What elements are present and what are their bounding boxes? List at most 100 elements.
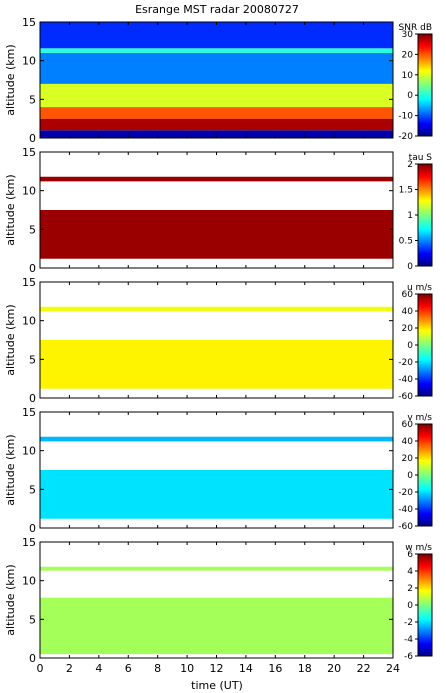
- colorbar-tick-label: -2: [404, 618, 413, 628]
- colorbar-tick-label: 2: [407, 160, 413, 170]
- colorbar-tick-label: -60: [398, 392, 413, 402]
- data-band: [40, 306, 393, 312]
- data-band: [40, 48, 393, 53]
- y-tick-label: 15: [22, 276, 36, 289]
- y-tick-label: 15: [22, 146, 36, 159]
- x-tick-label: 6: [125, 662, 132, 675]
- colorbar-tick-label: 40: [402, 437, 414, 447]
- colorbar-tick-label: 0.5: [399, 237, 413, 247]
- colorbar-tick-label: -6: [404, 652, 413, 662]
- panel-3: 0 5 10 15 altitude (km) u m/s60 40 20 0 -20 -40 -60: [4, 276, 433, 405]
- y-tick-label: 10: [22, 575, 36, 588]
- x-tick-label: 8: [154, 662, 161, 675]
- y-axis-label: altitude (km): [4, 44, 17, 115]
- y-tick-label: 0: [29, 522, 36, 535]
- figure-title: Esrange MST radar 20080727: [135, 3, 299, 16]
- data-band: [40, 176, 393, 182]
- colorbar: [417, 553, 433, 657]
- colorbar-label: tau S: [409, 153, 433, 163]
- colorbar-label: u m/s: [407, 283, 432, 293]
- data-band: [40, 22, 393, 49]
- x-tick-label: 2: [66, 662, 73, 675]
- x-tick-label: 10: [180, 662, 194, 675]
- colorbar-tick-label: -4: [404, 635, 413, 645]
- y-axis-label: altitude (km): [4, 304, 17, 375]
- colorbar-tick-label: 30: [402, 30, 414, 40]
- x-tick-label: 16: [268, 662, 282, 675]
- colorbar-tick-label: 0: [407, 262, 413, 272]
- y-tick-label: 10: [22, 445, 36, 458]
- colorbar: [417, 423, 433, 527]
- colorbar-tick-label: 0: [407, 341, 413, 351]
- y-tick-label: 15: [22, 16, 36, 29]
- data-band: [40, 130, 393, 138]
- colorbar: [417, 163, 433, 267]
- panel-4: 0 5 10 15 altitude (km) v m/s60 40 20 0 -20 -40 -60: [4, 406, 433, 535]
- x-tick-label: 12: [210, 662, 224, 675]
- data-band: [40, 470, 393, 519]
- x-tick-label: 0: [37, 662, 44, 675]
- y-tick-label: 10: [22, 315, 36, 328]
- y-axis-label: altitude (km): [4, 434, 17, 505]
- y-tick-label: 5: [29, 93, 36, 106]
- colorbar-label: SNR dB: [399, 23, 432, 33]
- x-tick-label: 22: [357, 662, 371, 675]
- colorbar-tick-label: -60: [398, 522, 413, 532]
- y-axis-label: altitude (km): [4, 174, 17, 245]
- colorbar-tick-label: 20: [402, 454, 414, 464]
- colorbar-tick-label: 20: [402, 50, 414, 60]
- colorbar-label: w m/s: [405, 543, 432, 553]
- y-tick-label: 10: [22, 55, 36, 68]
- colorbar-label: v m/s: [407, 413, 432, 423]
- colorbar: [417, 33, 433, 137]
- colorbar-tick-label: -40: [398, 505, 413, 515]
- colorbar: [417, 293, 433, 397]
- x-tick-label: 4: [95, 662, 102, 675]
- colorbar-tick-label: 0: [407, 91, 413, 101]
- colorbar-tick-label: 0: [407, 471, 413, 481]
- colorbar-tick-label: 20: [402, 324, 414, 334]
- colorbar-tick-label: 2: [407, 584, 413, 594]
- y-tick-label: 5: [29, 353, 36, 366]
- colorbar-tick-label: 60: [402, 420, 414, 430]
- colorbar-tick-label: 6: [407, 550, 413, 560]
- y-tick-label: 0: [29, 652, 36, 665]
- colorbar-tick-label: 40: [402, 307, 414, 317]
- data-band: [40, 107, 393, 119]
- data-band: [40, 436, 393, 442]
- y-tick-label: 10: [22, 185, 36, 198]
- colorbar-tick-label: -20: [398, 488, 413, 498]
- y-tick-label: 0: [29, 262, 36, 275]
- colorbar-tick-label: -20: [398, 358, 413, 368]
- colorbar-tick-label: -40: [398, 375, 413, 385]
- y-tick-label: 5: [29, 613, 36, 626]
- colorbar-tick-label: 4: [407, 567, 413, 577]
- data-band: [40, 597, 393, 655]
- y-tick-label: 0: [29, 132, 36, 145]
- x-tick-label: 20: [327, 662, 341, 675]
- colorbar-tick-label: 10: [402, 71, 414, 81]
- data-band: [40, 340, 393, 389]
- x-tick-label: 18: [298, 662, 312, 675]
- colorbar-tick-label: 1: [407, 211, 413, 221]
- x-axis-label: time (UT): [191, 679, 243, 692]
- y-tick-label: 15: [22, 406, 36, 419]
- colorbar-tick-label: 1.5: [399, 186, 413, 196]
- colorbar-tick-label: 60: [402, 290, 414, 300]
- y-tick-label: 15: [22, 536, 36, 549]
- y-tick-label: 5: [29, 223, 36, 236]
- x-tick-label: 24: [386, 662, 400, 675]
- data-band: [40, 52, 393, 84]
- x-tick-label: 14: [239, 662, 253, 675]
- data-band: [40, 210, 393, 259]
- data-band: [40, 83, 393, 108]
- panel-2: 0 5 10 15 altitude (km) tau S2 1.5 1 0.5 0: [4, 146, 433, 275]
- data-band: [40, 118, 393, 131]
- data-band: [40, 566, 393, 571]
- colorbar-tick-label: -10: [398, 112, 413, 122]
- colorbar-tick-label: -20: [398, 132, 413, 142]
- y-tick-label: 5: [29, 483, 36, 496]
